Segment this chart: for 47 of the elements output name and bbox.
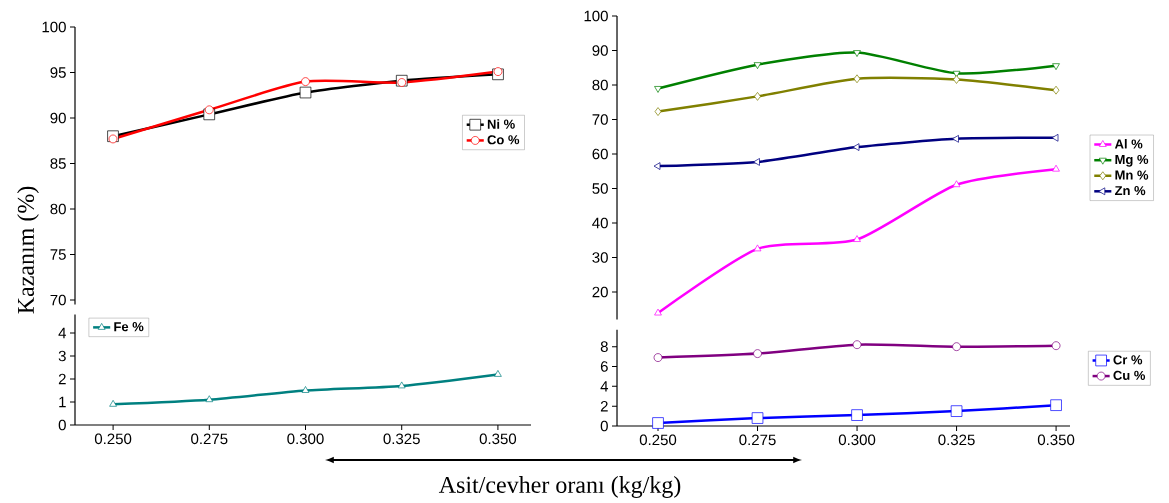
y-tick-label: 40: [592, 217, 608, 229]
legend-label: Cu %: [1113, 370, 1146, 380]
legend-label: Fe %: [114, 322, 144, 332]
y-tick-label: 90: [50, 112, 66, 124]
legend-label: Co %: [487, 135, 520, 145]
x-tick-label: 0.300: [838, 434, 876, 446]
y-tick-label: 30: [592, 252, 608, 263]
y-tick-label: 2: [600, 400, 608, 412]
x-tick-label: 0.275: [191, 433, 228, 445]
legend-label: Ni %: [487, 119, 515, 129]
y-tick-label: 4: [600, 381, 609, 392]
legend-label: Mg %: [1115, 154, 1149, 167]
x-tick-label: 0.250: [639, 434, 677, 446]
y-tick-label: 4: [58, 327, 67, 339]
y-tick-label: 50: [592, 183, 608, 194]
y-tick-label: 70: [592, 114, 608, 125]
x-tick-label: 0.275: [739, 434, 776, 446]
y-tick-label: 80: [592, 79, 608, 91]
x-tick-label: 0.325: [383, 433, 420, 445]
legend-label: Cr %: [1113, 355, 1143, 365]
y-tick-label: 70: [50, 294, 66, 306]
y-tick-label: 2: [58, 373, 66, 385]
y-tick-label: 3: [58, 350, 66, 362]
legend-label: Mn %: [1115, 170, 1149, 180]
y-tick-label: 100: [42, 21, 66, 33]
y-tick-label: 6: [600, 361, 608, 372]
y-tick-label: 8: [600, 341, 608, 352]
x-tick-label: 0.325: [938, 434, 975, 446]
y-tick-label: 0: [600, 420, 608, 432]
y-tick-label: 1: [59, 396, 66, 408]
y-axis-title: Kazanım (%): [17, 186, 39, 314]
y-tick-label: 60: [592, 148, 608, 160]
y-tick-label: 85: [50, 158, 66, 169]
x-tick-label: 0.350: [479, 433, 517, 445]
y-tick-label: 80: [50, 203, 66, 215]
y-tick-label: 20: [592, 286, 608, 298]
y-tick-label: 90: [592, 45, 608, 56]
y-tick-label: 95: [50, 67, 66, 78]
legend-label: Zn %: [1114, 186, 1146, 196]
x-tick-label: 0.250: [94, 433, 132, 445]
y-tick-label: 75: [50, 249, 66, 260]
x-tick-label: 0.300: [287, 433, 324, 445]
y-tick-label: 0: [58, 419, 66, 431]
legend-label: Al %: [1114, 139, 1143, 149]
y-tick-label: 100: [584, 10, 608, 22]
x-axis-title: Asit/cevher oranı (kg/kg): [438, 476, 681, 498]
x-tick-label: 0.350: [1037, 434, 1075, 446]
